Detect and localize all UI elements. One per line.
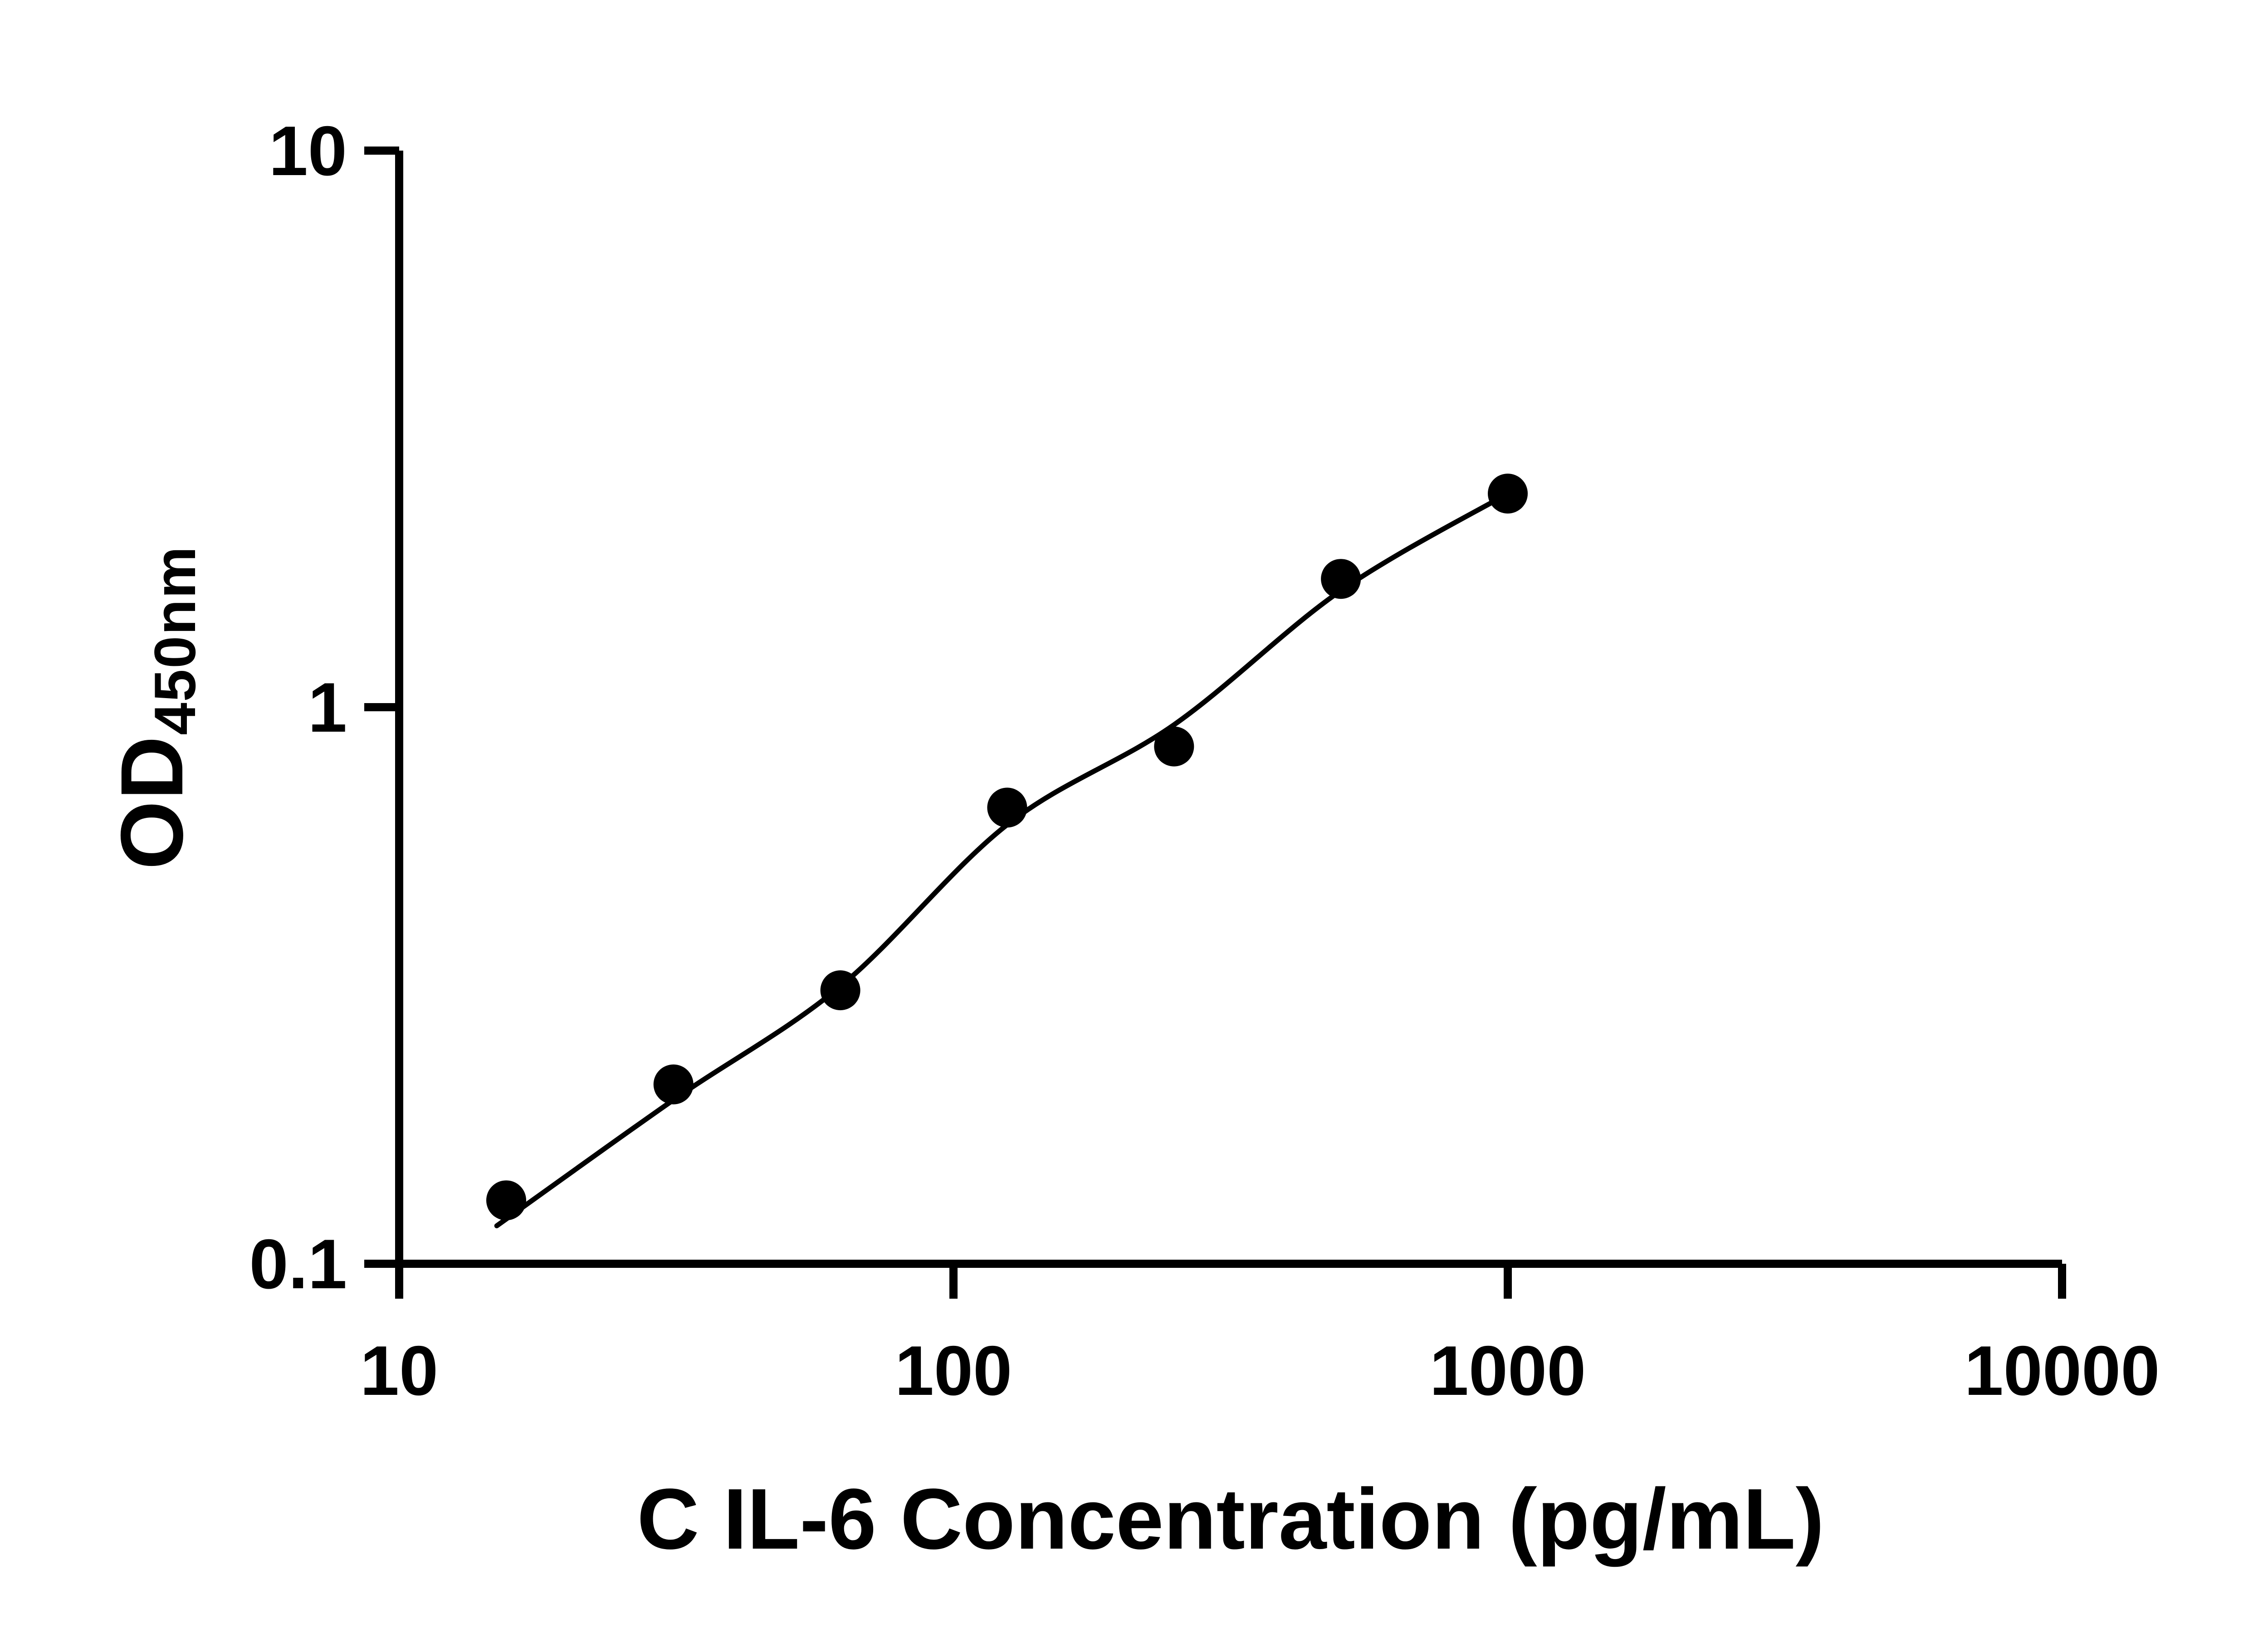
x-axis-tick-label: 1000 xyxy=(1430,1331,1586,1410)
x-axis-tick-label: 100 xyxy=(895,1331,1012,1410)
y-axis-tick-label: 0.1 xyxy=(249,1225,347,1303)
y-axis-title: OD450nm xyxy=(101,546,208,870)
data-point-marker xyxy=(486,1180,526,1221)
data-point-marker xyxy=(1321,559,1361,599)
data-point-marker xyxy=(820,970,860,1011)
data-point-marker xyxy=(1154,726,1194,767)
axes-frame xyxy=(395,151,2062,1268)
data-point-marker xyxy=(987,787,1027,828)
x-axis-title: C IL-6 Concentration (pg/mL) xyxy=(637,1471,1824,1567)
fit-curve xyxy=(494,491,1510,1228)
x-axis-tick-label: 10000 xyxy=(1964,1331,2160,1410)
y-axis-title-main: OD xyxy=(103,735,201,870)
data-point-marker xyxy=(653,1064,694,1105)
y-axis-tick-label: 10 xyxy=(269,112,347,190)
y-axis-tick-label: 1 xyxy=(308,668,347,747)
data-point-marker xyxy=(1488,474,1528,514)
x-axis-tick-label: 10 xyxy=(360,1331,438,1410)
y-axis-title-subscript: 450nm xyxy=(142,545,208,735)
